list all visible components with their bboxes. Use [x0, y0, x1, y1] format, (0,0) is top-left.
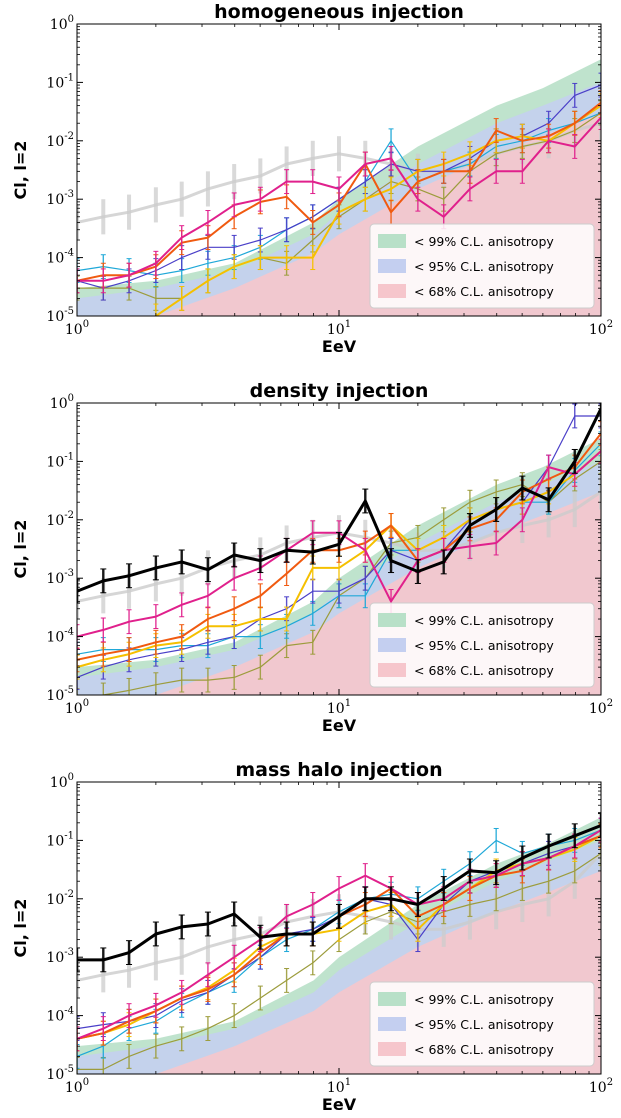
legend-swatch — [378, 1042, 406, 1056]
legend-swatch — [378, 613, 406, 627]
y-axis-label: Cl, l=2 — [11, 899, 30, 958]
y-tick-label: 10-1 — [46, 72, 74, 91]
x-tick-label: 100 — [65, 698, 89, 717]
series-line — [77, 450, 601, 669]
y-tick-label: 10-4 — [46, 1006, 74, 1025]
legend-label: < 99% C.L. anisotropy — [414, 992, 554, 1007]
y-tick-label: 10-5 — [46, 306, 74, 325]
legend: < 99% C.L. anisotropy < 95% C.L. anisotro… — [369, 602, 595, 688]
legend: < 99% C.L. anisotropy < 95% C.L. anisotro… — [369, 223, 595, 309]
x-tick-label: 100 — [65, 1077, 89, 1096]
legend-box — [369, 981, 595, 1067]
chart-panel-1: 100 101 102 10-5 10-4 10-3 10-2 10-1 100 homogene… — [11, 1, 613, 356]
chart-title: density injection — [250, 380, 429, 402]
x-tick-label: 102 — [589, 698, 613, 717]
chart-panel-2: 100 101 102 10-5 10-4 10-3 10-2 10-1 100 density … — [11, 380, 613, 735]
y-tick-label: 10-4 — [46, 248, 74, 267]
legend-swatch — [378, 284, 406, 298]
y-tick-label: 10-1 — [46, 451, 74, 470]
y-tick-label: 100 — [50, 14, 74, 33]
y-tick-label: 10-3 — [46, 568, 74, 587]
legend-swatch — [378, 638, 406, 652]
legend-swatch — [378, 234, 406, 248]
x-tick-label: 100 — [65, 319, 89, 338]
legend-swatch — [378, 259, 406, 273]
legend-label: < 95% C.L. anisotropy — [414, 638, 554, 653]
series-line — [77, 408, 601, 593]
legend-label: < 99% C.L. anisotropy — [414, 613, 554, 628]
x-axis-label: EeV — [322, 337, 357, 356]
legend-swatch — [378, 663, 406, 677]
legend-label: < 68% C.L. anisotropy — [414, 284, 554, 299]
legend-swatch — [378, 1017, 406, 1031]
y-tick-label: 10-4 — [46, 627, 74, 646]
y-tick-label: 100 — [50, 393, 74, 412]
x-tick-label: 102 — [589, 1077, 613, 1096]
x-tick-label: 101 — [327, 698, 351, 717]
series-line — [77, 829, 601, 1040]
series-8 — [77, 403, 601, 604]
x-axis-label: EeV — [322, 716, 357, 735]
legend-label: < 68% C.L. anisotropy — [414, 1042, 554, 1057]
series-line — [77, 101, 601, 282]
legend: < 99% C.L. anisotropy < 95% C.L. anisotro… — [369, 981, 595, 1067]
y-tick-label: 10-5 — [46, 685, 74, 704]
legend-box — [369, 223, 595, 309]
chart-panel-3: 100 101 102 10-5 10-4 10-3 10-2 10-1 100 mass hal… — [11, 759, 613, 1114]
series-line — [77, 116, 601, 282]
legend-swatch — [378, 992, 406, 1006]
y-tick-label: 100 — [50, 772, 74, 791]
y-tick-label: 10-3 — [46, 947, 74, 966]
y-axis-label: Cl, l=2 — [11, 520, 30, 579]
chart-title: mass halo injection — [235, 759, 442, 781]
legend-label: < 95% C.L. anisotropy — [414, 259, 554, 274]
legend-label: < 95% C.L. anisotropy — [414, 1017, 554, 1032]
legend-box — [369, 602, 595, 688]
x-tick-label: 101 — [327, 1077, 351, 1096]
y-tick-label: 10-5 — [46, 1064, 74, 1083]
chart-title: homogeneous injection — [214, 1, 464, 23]
y-tick-label: 10-2 — [46, 131, 74, 150]
series-8 — [77, 813, 601, 973]
x-axis-label: EeV — [322, 1095, 357, 1114]
y-tick-label: 10-2 — [46, 889, 74, 908]
series-line — [77, 824, 601, 962]
legend-label: < 68% C.L. anisotropy — [414, 663, 554, 678]
y-tick-label: 10-2 — [46, 510, 74, 529]
legend-label: < 99% C.L. anisotropy — [414, 234, 554, 249]
x-tick-label: 101 — [327, 319, 351, 338]
y-tick-label: 10-1 — [46, 830, 74, 849]
y-axis-label: Cl, l=2 — [11, 141, 30, 200]
y-tick-label: 10-3 — [46, 189, 74, 208]
x-tick-label: 102 — [589, 319, 613, 338]
